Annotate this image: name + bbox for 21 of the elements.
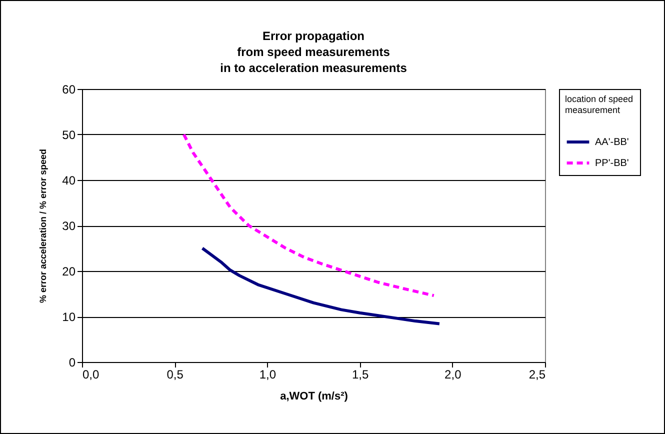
y-axis-title: % error acceleration / % error speed — [38, 148, 48, 304]
x-tick-label: 0,5 — [166, 368, 184, 382]
legend-title: location of speed measurement — [565, 94, 634, 115]
x-tick-label: 1,5 — [352, 368, 369, 382]
x-axis-title: a,WOT (m/s²) — [280, 390, 348, 402]
x-tick-label: 0,0 — [82, 368, 100, 382]
y-tick-label: 20 — [62, 264, 76, 278]
x-tick-label: 2,5 — [528, 368, 546, 382]
y-tick-label: 30 — [62, 219, 76, 233]
x-tick-label: 1,0 — [259, 368, 276, 382]
legend-label: AA'-BB' — [595, 137, 629, 148]
y-tick-label: 50 — [62, 128, 76, 142]
y-tick-label: 0 — [68, 356, 76, 370]
line-series — [200, 246, 441, 326]
y-tick-label: 10 — [62, 310, 76, 324]
x-tick-label: 2,0 — [444, 368, 462, 382]
legend-label: PP'-BB' — [595, 158, 629, 169]
line-series — [182, 133, 436, 298]
chart-title: Error propagation from speed measurements in to acceleration measurements — [220, 29, 408, 75]
y-tick-label: 60 — [62, 82, 76, 96]
y-tick-label: 40 — [62, 174, 76, 188]
